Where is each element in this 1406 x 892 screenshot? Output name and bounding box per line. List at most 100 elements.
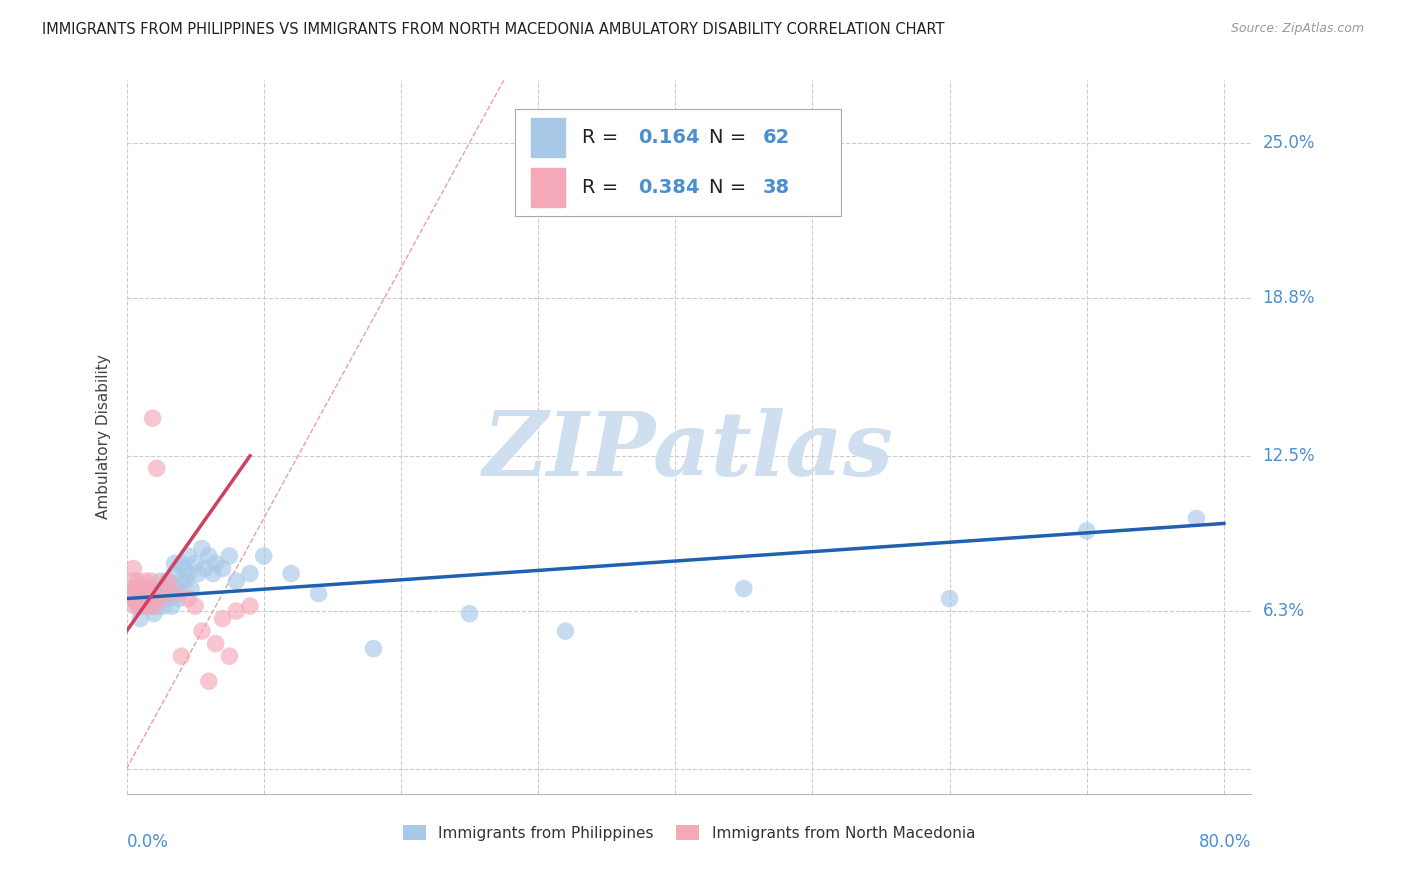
- Point: [733, 582, 755, 596]
- Point: [156, 574, 179, 588]
- Point: [129, 586, 152, 600]
- Text: N =: N =: [709, 128, 752, 147]
- Text: 18.8%: 18.8%: [1263, 289, 1315, 307]
- Bar: [531, 118, 565, 157]
- Point: [1185, 511, 1208, 525]
- Point: [132, 582, 155, 596]
- Point: [280, 566, 302, 581]
- Point: [145, 599, 167, 613]
- Point: [125, 591, 148, 606]
- Point: [122, 574, 145, 588]
- Point: [167, 591, 190, 606]
- Point: [149, 574, 172, 588]
- Point: [225, 604, 247, 618]
- Point: [139, 586, 162, 600]
- Text: 12.5%: 12.5%: [1263, 447, 1315, 465]
- Point: [127, 574, 149, 588]
- Point: [143, 591, 166, 606]
- Point: [554, 624, 576, 639]
- Point: [143, 607, 166, 621]
- Point: [184, 557, 207, 571]
- Point: [132, 591, 155, 606]
- Text: 6.3%: 6.3%: [1263, 602, 1305, 620]
- Point: [184, 599, 207, 613]
- Point: [204, 557, 226, 571]
- Text: 0.384: 0.384: [638, 178, 700, 197]
- Point: [152, 599, 174, 613]
- Point: [143, 599, 166, 613]
- Point: [121, 582, 143, 596]
- Point: [170, 649, 193, 664]
- Point: [127, 599, 149, 613]
- Point: [458, 607, 481, 621]
- Point: [141, 574, 163, 588]
- Point: [174, 574, 197, 588]
- Point: [180, 582, 202, 596]
- Point: [146, 591, 169, 606]
- Text: R =: R =: [582, 178, 624, 197]
- Point: [141, 599, 163, 613]
- Point: [363, 641, 385, 656]
- Point: [156, 574, 179, 588]
- Point: [170, 557, 193, 571]
- Point: [170, 574, 193, 588]
- Point: [134, 586, 156, 600]
- Point: [163, 586, 186, 600]
- Point: [129, 612, 152, 626]
- Point: [177, 549, 200, 563]
- Text: N =: N =: [709, 178, 752, 197]
- Point: [136, 599, 159, 613]
- Point: [159, 586, 181, 600]
- Point: [129, 586, 152, 600]
- Point: [138, 582, 160, 596]
- Point: [218, 549, 240, 563]
- Point: [253, 549, 276, 563]
- Text: R =: R =: [582, 128, 624, 147]
- Bar: [531, 168, 565, 207]
- Point: [129, 599, 152, 613]
- Text: 62: 62: [763, 128, 790, 147]
- Point: [204, 637, 226, 651]
- Point: [173, 561, 195, 575]
- Point: [191, 541, 214, 556]
- Point: [156, 591, 179, 606]
- Point: [145, 586, 167, 600]
- Point: [149, 591, 172, 606]
- Point: [218, 649, 240, 664]
- Point: [142, 411, 165, 425]
- Text: ZIPatlas: ZIPatlas: [484, 409, 894, 494]
- Text: 38: 38: [763, 178, 790, 197]
- Text: 80.0%: 80.0%: [1199, 833, 1251, 851]
- Point: [150, 591, 173, 606]
- Point: [198, 549, 221, 563]
- Point: [163, 557, 186, 571]
- Point: [160, 599, 183, 613]
- Text: 25.0%: 25.0%: [1263, 134, 1315, 152]
- Point: [127, 586, 149, 600]
- Text: 0.164: 0.164: [638, 128, 700, 147]
- Point: [177, 566, 200, 581]
- Point: [191, 624, 214, 639]
- Point: [122, 561, 145, 575]
- Point: [136, 599, 159, 613]
- Y-axis label: Ambulatory Disability: Ambulatory Disability: [96, 355, 111, 519]
- Point: [239, 566, 262, 581]
- Text: 0.0%: 0.0%: [127, 833, 169, 851]
- Legend: Immigrants from Philippines, Immigrants from North Macedonia: Immigrants from Philippines, Immigrants …: [396, 819, 981, 847]
- Point: [198, 674, 221, 689]
- Point: [125, 582, 148, 596]
- Point: [163, 566, 186, 581]
- Point: [187, 566, 209, 581]
- Point: [142, 586, 165, 600]
- Text: Source: ZipAtlas.com: Source: ZipAtlas.com: [1230, 22, 1364, 36]
- Point: [136, 586, 159, 600]
- Point: [149, 586, 172, 600]
- Point: [145, 461, 167, 475]
- Point: [308, 586, 330, 600]
- FancyBboxPatch shape: [515, 109, 841, 216]
- Point: [134, 582, 156, 596]
- Text: IMMIGRANTS FROM PHILIPPINES VS IMMIGRANTS FROM NORTH MACEDONIA AMBULATORY DISABI: IMMIGRANTS FROM PHILIPPINES VS IMMIGRANT…: [42, 22, 945, 37]
- Point: [938, 591, 960, 606]
- Point: [128, 586, 150, 600]
- Point: [225, 574, 247, 588]
